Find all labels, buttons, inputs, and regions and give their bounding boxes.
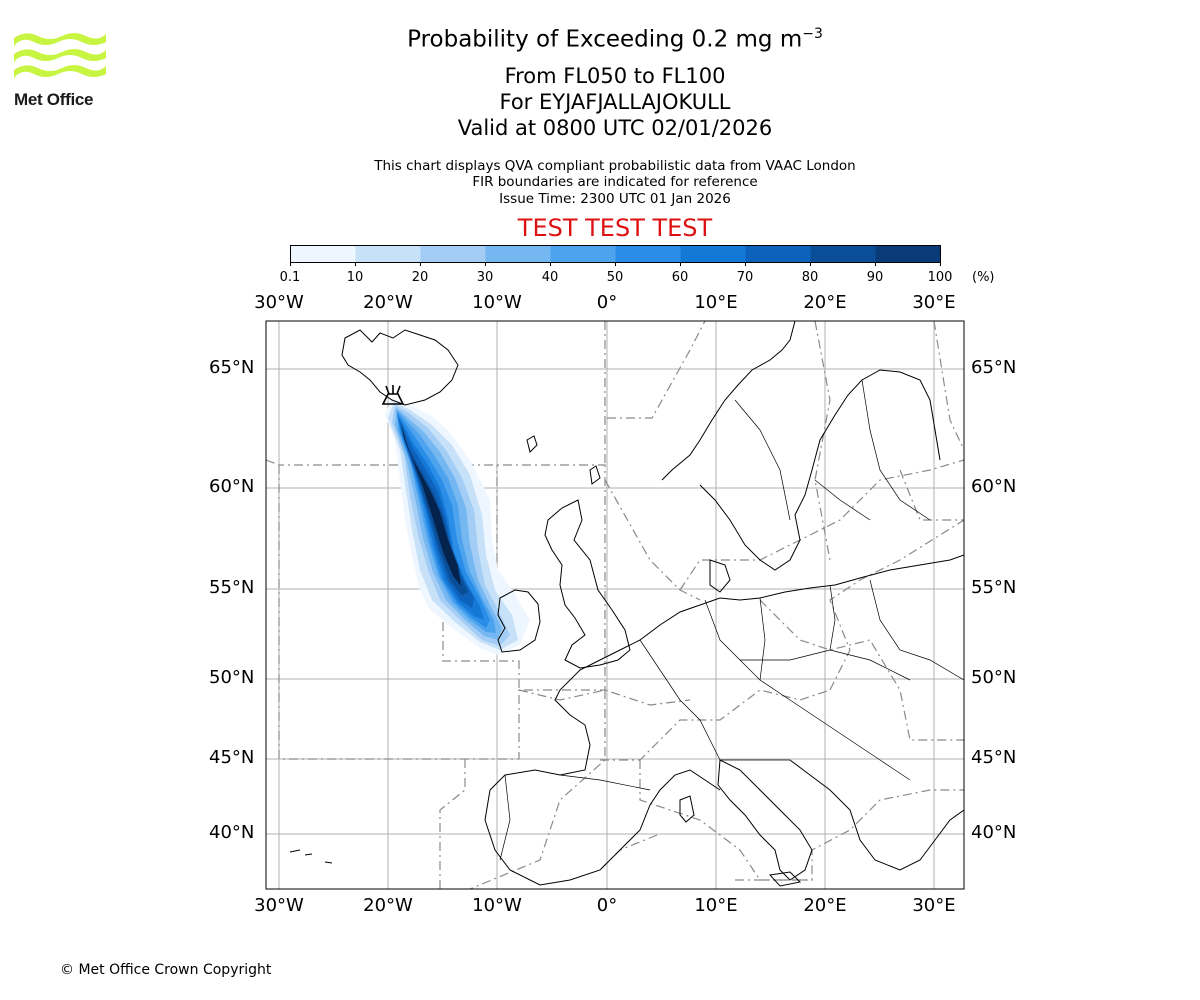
lon-tick-top: 10°E — [694, 292, 738, 313]
coastlines — [289, 321, 964, 887]
colorbar-cell — [550, 245, 616, 263]
copyright-notice: © Met Office Crown Copyright — [60, 962, 272, 978]
volcano-icon — [381, 385, 405, 405]
lat-tick-right: 55°N — [971, 577, 1017, 598]
title-superscript: −3 — [802, 26, 823, 42]
colorbar-tick-label: 90 — [866, 270, 884, 285]
lat-tick-right: 45°N — [971, 747, 1017, 768]
colorbar — [290, 245, 941, 266]
fir-boundaries — [266, 321, 964, 889]
title-flight-levels: From FL050 to FL100 — [504, 64, 726, 88]
title-main: Probability of Exceeding 0.2 mg m — [407, 26, 803, 53]
norway-coast — [661, 321, 796, 481]
lat-tick-left: 45°N — [209, 747, 255, 768]
lat-tick-right: 65°N — [971, 357, 1017, 378]
subtitle-fir-note: FIR boundaries are indicated for referen… — [472, 174, 758, 190]
ireland-coast — [497, 589, 541, 653]
colorbar-tick-label: 70 — [736, 270, 754, 285]
lat-tick-right: 40°N — [971, 822, 1017, 843]
lon-tick-bottom: 10°W — [472, 895, 522, 916]
lat-tick-right: 50°N — [971, 667, 1017, 688]
test-banner: TEST TEST TEST — [517, 214, 713, 242]
colorbar-tick-label: 60 — [671, 270, 689, 285]
colorbar-cell — [810, 245, 876, 263]
logo-wave-1 — [14, 33, 106, 46]
subtitle-issue-time: Issue Time: 2300 UTC 01 Jan 2026 — [499, 191, 731, 207]
lat-tick-left: 50°N — [209, 667, 255, 688]
colorbar-cell — [745, 245, 811, 263]
lon-tick-bottom: 20°E — [803, 895, 847, 916]
colorbar-tick-label: 40 — [541, 270, 559, 285]
scandinavia-coast — [699, 369, 941, 571]
colorbar-tick-label: 50 — [606, 270, 624, 285]
lon-tick-bottom: 10°E — [694, 895, 738, 916]
lon-tick-bottom: 20°W — [363, 895, 413, 916]
lat-tick-right: 60°N — [971, 476, 1017, 497]
faroe-coast — [526, 435, 538, 453]
lon-tick-bottom: 30°E — [912, 895, 956, 916]
colorbar-cell — [290, 245, 356, 263]
colorbar-cell — [485, 245, 551, 263]
lon-tick-top: 20°E — [803, 292, 847, 313]
lat-tick-left: 55°N — [209, 577, 255, 598]
subtitle-description: This chart displays QVA compliant probab… — [374, 158, 856, 174]
lon-tick-bottom: 0° — [596, 895, 618, 916]
title-valid-time: Valid at 0800 UTC 02/01/2026 — [457, 116, 773, 140]
europe-north-coast — [639, 554, 964, 641]
colorbar-tick-label: 80 — [801, 270, 819, 285]
colorbar-tick-label: 20 — [411, 270, 429, 285]
france-spain-coast — [484, 639, 721, 886]
sardinia-coast — [679, 795, 695, 823]
lat-tick-left: 65°N — [209, 357, 255, 378]
great-britain-coast — [544, 499, 631, 669]
colorbar-tick-label: 100 — [927, 270, 953, 285]
italy-coast — [717, 759, 813, 881]
denmark-coast — [709, 559, 731, 593]
lon-tick-top: 10°W — [472, 292, 522, 313]
sicily-coast — [769, 871, 802, 887]
colorbar-cell — [420, 245, 486, 263]
iceland-coast — [341, 329, 459, 406]
colorbar-cell — [355, 245, 421, 263]
colorbar-cell — [615, 245, 681, 263]
plume-band-9 — [401, 422, 461, 586]
graticule — [266, 321, 964, 889]
lon-tick-top: 20°W — [363, 292, 413, 313]
colorbar-tick-label: 0.1 — [279, 270, 301, 285]
ash-probability-plume — [385, 398, 530, 655]
lat-tick-left: 60°N — [209, 476, 255, 497]
title-volcano: For EYJAFJALLAJOKULL — [499, 90, 731, 114]
logo-wave-2 — [14, 49, 106, 62]
balkans-coast — [789, 759, 964, 871]
chart-title: Probability of Exceeding 0.2 mg m−3 — [407, 26, 823, 53]
lat-tick-left: 40°N — [209, 822, 255, 843]
colorbar-cell — [680, 245, 746, 263]
colorbar-cell — [875, 245, 941, 263]
logo-wave-3 — [14, 65, 106, 78]
country-borders — [499, 379, 964, 861]
lon-tick-top: 30°W — [254, 292, 304, 313]
met-office-logo — [14, 33, 106, 78]
logo-text: Met Office — [14, 90, 94, 109]
shetland-coast — [589, 465, 601, 485]
colorbar-units: (%) — [972, 270, 995, 285]
lon-tick-bottom: 30°W — [254, 895, 304, 916]
map-frame — [265, 320, 965, 890]
azores-islands — [289, 849, 333, 864]
colorbar-tick-label: 10 — [346, 270, 364, 285]
lon-tick-top: 30°E — [912, 292, 956, 313]
colorbar-tick-label: 30 — [476, 270, 494, 285]
lon-tick-top: 0° — [596, 292, 618, 313]
